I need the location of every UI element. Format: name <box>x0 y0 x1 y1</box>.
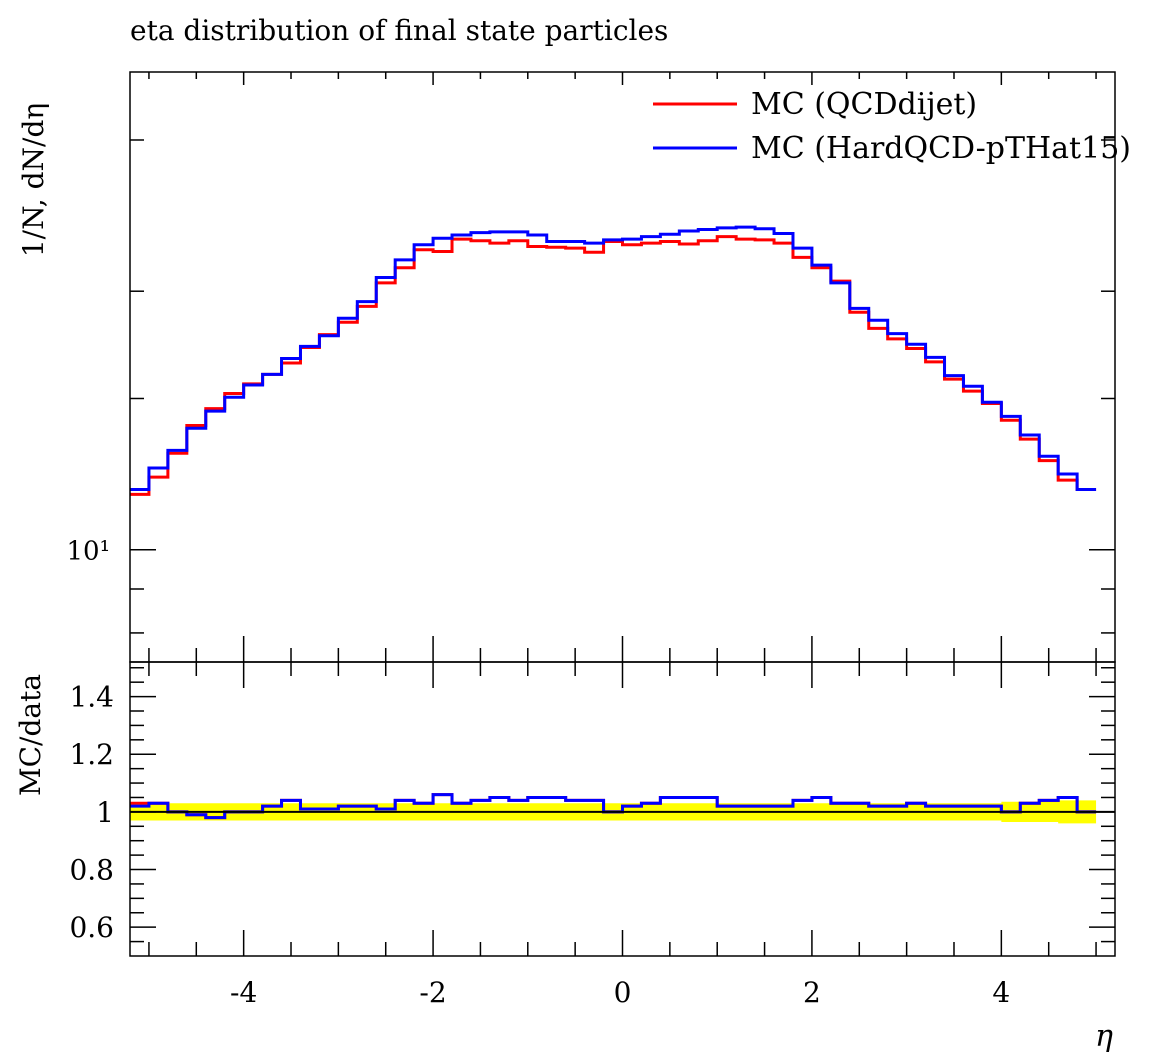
ratio-y-tick-label: 1 <box>96 796 114 829</box>
legend-entry: MC (HardQCD-pTHat15) <box>751 131 1131 166</box>
x-tick-label: 2 <box>803 976 821 1009</box>
legend: MC (QCDdijet) MC (HardQCD-pTHat15) <box>653 87 1131 166</box>
ratio-line-hardqcd-pthat15 <box>130 793 1097 820</box>
x-tick-label: -4 <box>230 976 257 1009</box>
series-line-hardqcd-pthat15 <box>130 225 1097 492</box>
ticks-layer: -4 -2 0 2 4 10¹ 0.6 0.8 1 1.2 1.4 <box>66 72 1115 1009</box>
legend-entry: MC (QCDdijet) <box>751 87 977 122</box>
ratio-y-tick-label: 0.8 <box>69 854 114 887</box>
chart-title: eta distribution of final state particle… <box>130 14 669 47</box>
x-tick-label: 0 <box>614 976 632 1009</box>
main-y-axis-label: 1/N, dN/dη <box>17 103 50 257</box>
ratio-y-tick-label: 1.4 <box>69 681 114 714</box>
main-y-tick-label: 10¹ <box>66 537 110 567</box>
ratio-plot-frame <box>129 661 1116 957</box>
ratio-y-axis-label: MC/data <box>14 674 47 796</box>
x-tick-label: 4 <box>992 976 1010 1009</box>
ratio-y-tick-label: 1.2 <box>69 738 114 771</box>
series-line-qcddijet <box>130 235 1097 496</box>
series-layer <box>130 225 1097 496</box>
x-tick-label: -2 <box>419 976 446 1009</box>
ratio-series-layer <box>130 793 1097 820</box>
ratio-y-tick-label: 0.6 <box>69 911 114 944</box>
x-axis-label: η <box>1095 1019 1113 1054</box>
